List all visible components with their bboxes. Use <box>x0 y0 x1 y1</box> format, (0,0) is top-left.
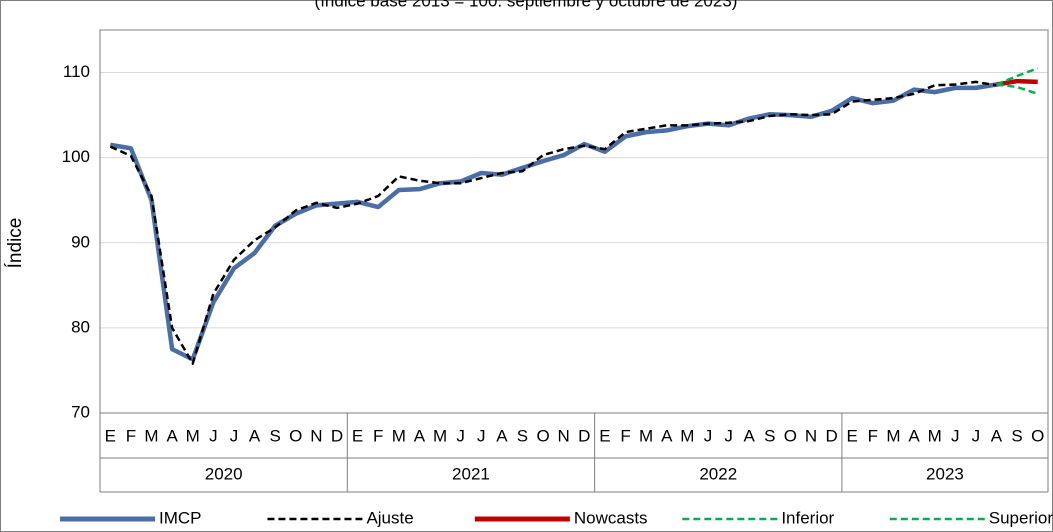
x-tick-label: A <box>991 426 1003 445</box>
x-tick-label: N <box>805 426 817 445</box>
x-tick-label: O <box>784 426 797 445</box>
x-tick-label: S <box>270 426 281 445</box>
x-tick-label: J <box>972 426 981 445</box>
x-tick-label: E <box>599 426 610 445</box>
x-tick-label: A <box>496 426 508 445</box>
series-line <box>996 78 1038 87</box>
x-tick-label: M <box>928 426 942 445</box>
x-tick-label: O <box>536 426 549 445</box>
y-tick-label: 90 <box>71 232 90 251</box>
x-tick-label: D <box>578 426 590 445</box>
legend-label: Inferior <box>781 508 834 527</box>
x-tick-label: M <box>680 426 694 445</box>
x-tick-label: M <box>186 426 200 445</box>
x-tick-label: E <box>105 426 116 445</box>
series-line <box>996 67 1039 86</box>
x-tick-label: J <box>951 426 960 445</box>
year-label: 2021 <box>452 464 490 483</box>
plot-border <box>99 29 1049 414</box>
y-tick-label: 100 <box>62 147 90 166</box>
legend-label: Ajuste <box>366 508 413 527</box>
series-line <box>109 80 997 365</box>
x-tick-label: J <box>209 426 218 445</box>
x-tick-label: O <box>1031 426 1044 445</box>
series-line <box>109 82 997 362</box>
chart-subtitle: (índice base 2013 = 100. septiembre y oc… <box>315 0 738 10</box>
legend-label: IMCP <box>159 508 202 527</box>
x-tick-label: A <box>414 426 426 445</box>
x-tick-label: J <box>456 426 465 445</box>
y-tick-label: 80 <box>71 317 90 336</box>
x-tick-label: M <box>144 426 158 445</box>
x-tick-label: A <box>744 426 756 445</box>
x-tick-label: D <box>331 426 343 445</box>
y-axis-label: Índice <box>5 218 26 269</box>
x-tick-label: F <box>868 426 878 445</box>
x-tick-label: S <box>1011 426 1022 445</box>
x-tick-label: M <box>433 426 447 445</box>
x-tick-label: N <box>310 426 322 445</box>
y-tick-label: 110 <box>63 62 90 81</box>
x-tick-label: M <box>886 426 900 445</box>
x-tick-label: M <box>639 426 653 445</box>
x-tick-label: D <box>825 426 837 445</box>
x-tick-label: N <box>558 426 570 445</box>
legend-label: Superior <box>989 508 1053 527</box>
y-tick-label: 70 <box>71 402 90 421</box>
x-tick-label: O <box>289 426 302 445</box>
x-tick-label: A <box>166 426 178 445</box>
x-tick-label: E <box>847 426 858 445</box>
x-tick-label: A <box>908 426 920 445</box>
x-tick-label: F <box>126 426 136 445</box>
x-tick-label: S <box>764 426 775 445</box>
x-tick-label: S <box>517 426 528 445</box>
x-tick-label: J <box>230 426 239 445</box>
x-tick-label: J <box>704 426 713 445</box>
x-tick-label: J <box>477 426 486 445</box>
year-label: 2022 <box>699 464 737 483</box>
x-tick-label: A <box>249 426 261 445</box>
x-tick-label: J <box>724 426 733 445</box>
legend-label: Nowcasts <box>574 508 648 527</box>
x-tick-label: F <box>373 426 383 445</box>
x-tick-label: M <box>392 426 406 445</box>
x-tick-label: A <box>661 426 673 445</box>
year-label: 2020 <box>205 464 243 483</box>
x-tick-label: F <box>620 426 630 445</box>
series-line <box>996 83 1039 96</box>
x-tick-label: E <box>352 426 363 445</box>
year-label: 2023 <box>926 464 964 483</box>
